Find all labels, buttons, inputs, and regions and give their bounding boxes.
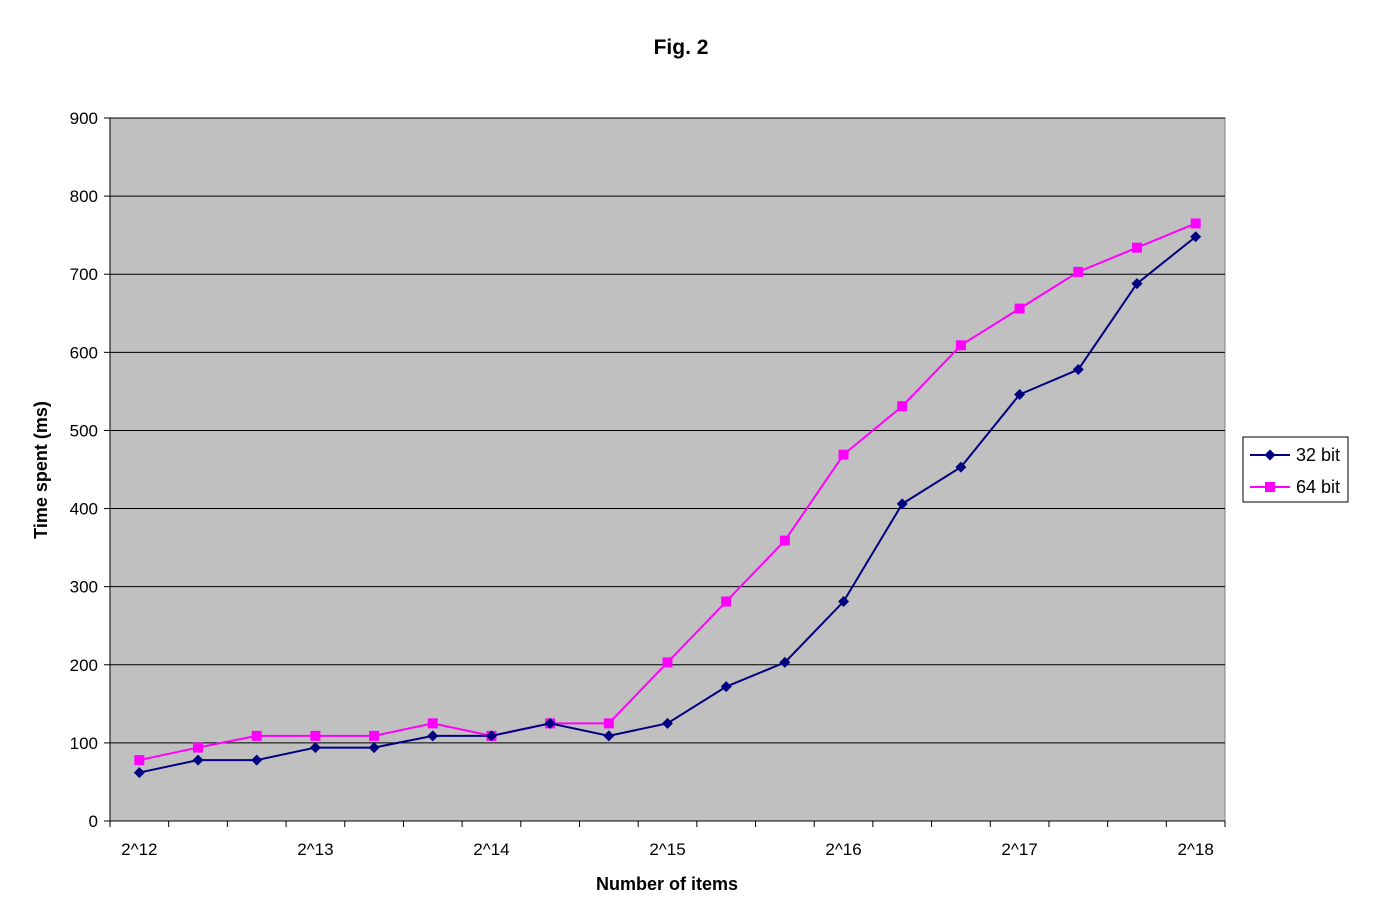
data-point	[720, 681, 732, 693]
y-tick-label: 0	[89, 812, 98, 831]
data-point	[309, 742, 321, 754]
y-tick-label: 100	[70, 734, 98, 753]
y-tick-label: 200	[70, 656, 98, 675]
x-axis-label: Number of items	[596, 874, 738, 894]
data-point	[193, 742, 204, 753]
y-tick-label: 400	[70, 500, 98, 519]
data-point	[1072, 364, 1084, 376]
data-point	[251, 754, 263, 766]
data-point	[1190, 231, 1202, 243]
x-tick-labels: 2^12 2^13 2^14 2^15 2^16 2^17 2^18	[121, 840, 1214, 859]
legend: 32 bit 64 bit	[1242, 436, 1349, 503]
data-point	[662, 657, 673, 668]
data-point	[427, 718, 438, 729]
legend-items: 32 bit 64 bit	[1250, 445, 1340, 497]
legend-label: 32 bit	[1296, 445, 1340, 465]
x-tick-label: 2^13	[297, 840, 333, 859]
x-tick-label: 2^17	[1001, 840, 1037, 859]
series-lines	[133, 218, 1202, 779]
data-point	[838, 449, 849, 460]
y-tick-labels: 0 100 200 300 400 500 600 700 800 900	[70, 109, 98, 831]
data-point	[369, 730, 380, 741]
data-point	[192, 754, 204, 766]
data-point	[368, 742, 380, 754]
data-point	[251, 730, 262, 741]
y-axis-label: Time spent (ms)	[31, 401, 51, 539]
data-point	[310, 730, 321, 741]
data-point	[1131, 242, 1142, 253]
data-point	[779, 535, 790, 546]
data-point	[955, 340, 966, 351]
legend-label: 64 bit	[1296, 477, 1340, 497]
data-point	[955, 461, 967, 473]
data-point	[897, 401, 908, 412]
data-point	[1190, 218, 1201, 229]
x-tick-label: 2^18	[1177, 840, 1213, 859]
x-tick-label: 2^15	[649, 840, 685, 859]
x-tick-label: 2^16	[825, 840, 861, 859]
data-point	[1014, 389, 1026, 401]
series-32-bit	[133, 231, 1202, 779]
data-point	[779, 656, 791, 668]
y-tick-label: 900	[70, 109, 98, 128]
plot-area	[109, 117, 1226, 822]
data-point	[427, 730, 439, 742]
legend-marker	[1265, 482, 1275, 492]
y-tick-label: 500	[70, 421, 98, 440]
data-point	[485, 730, 497, 742]
legend-box	[1242, 436, 1349, 503]
data-point	[1073, 266, 1084, 277]
x-tick-label: 2^12	[121, 840, 157, 859]
data-point	[838, 596, 850, 608]
y-tick-label: 700	[70, 265, 98, 284]
y-tick-label: 800	[70, 187, 98, 206]
data-point	[134, 755, 145, 766]
y-tick-label: 300	[70, 578, 98, 597]
gridlines	[110, 117, 1225, 744]
data-point	[721, 596, 732, 607]
x-tick-label: 2^14	[473, 840, 509, 859]
data-point	[662, 717, 673, 729]
data-point	[603, 718, 614, 729]
data-point	[896, 498, 908, 510]
chart-title: Fig. 2	[654, 36, 709, 59]
axes	[104, 117, 1226, 827]
data-point	[603, 730, 615, 742]
data-point	[1014, 303, 1025, 314]
legend-marker	[1264, 449, 1276, 461]
y-tick-label: 600	[70, 343, 98, 362]
data-point	[544, 717, 556, 729]
data-point	[133, 767, 145, 779]
data-point	[1131, 278, 1143, 290]
